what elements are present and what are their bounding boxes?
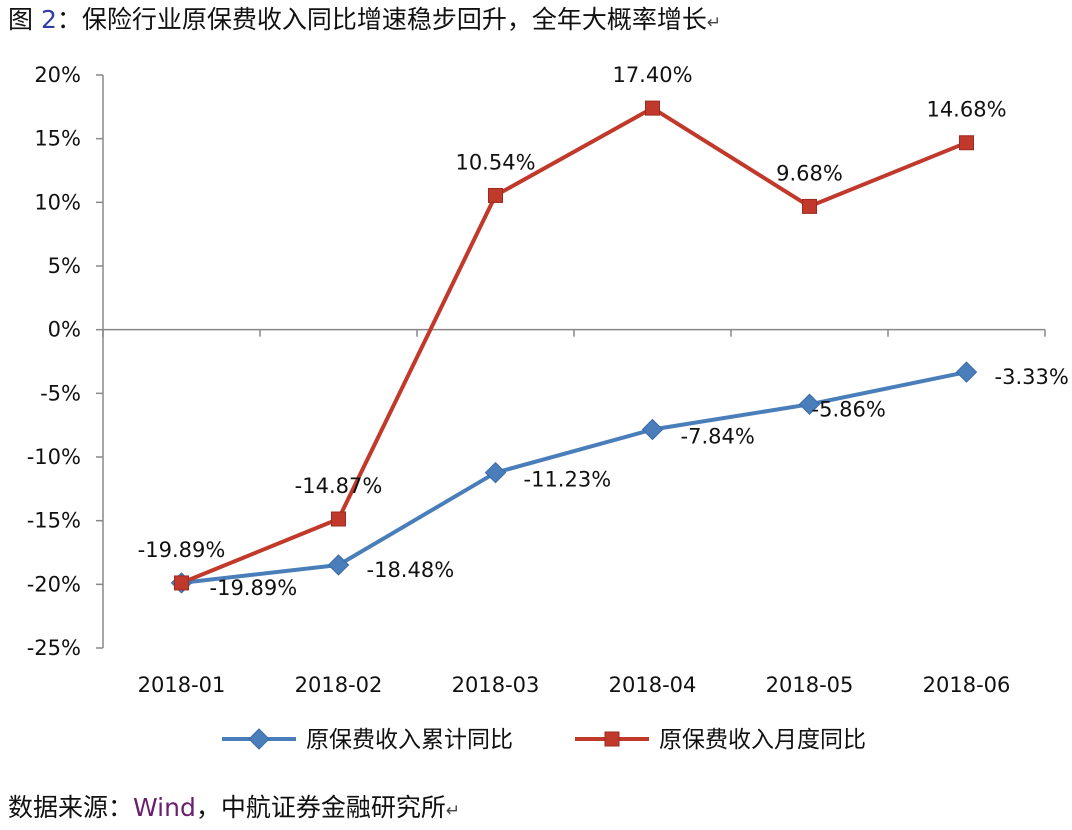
legend-label-cumulative: 原保费收入累计同比	[306, 727, 513, 753]
caption-prefix: 图	[8, 5, 34, 34]
data-label-monthly: -14.87%	[295, 474, 383, 498]
y-tick-label: 0%	[48, 318, 81, 342]
chart-caption: 图 2：保险行业原保费收入同比增速稳步回升，全年大概率增长↵	[8, 2, 721, 41]
line-chart: -25% -20% -15% -10% -5% 0% 5% 10% 15% 20% 2018-01 2…	[27, 63, 1069, 753]
x-tick-label: 2018-02	[295, 673, 383, 697]
legend-label-monthly: 原保费收入月度同比	[659, 727, 866, 753]
data-point-monthly	[645, 100, 660, 116]
y-tick-label: -25%	[27, 636, 81, 660]
caption-number: 2	[40, 5, 57, 34]
caption-text: ：保险行业原保费收入同比增速稳步回升，全年大概率增长	[56, 5, 707, 34]
data-label-cumulative: -18.48%	[367, 558, 455, 582]
return-mark-icon: ↵	[445, 801, 461, 821]
data-point-monthly	[488, 187, 503, 203]
y-tick-label: 15%	[34, 127, 81, 151]
y-tick-label: -20%	[27, 572, 81, 596]
data-label-cumulative: -5.86%	[812, 397, 886, 421]
data-point-cumulative	[641, 418, 664, 441]
source-prefix: 数据来源：	[8, 793, 134, 822]
source-wind: Wind	[133, 793, 196, 822]
data-label-cumulative: -7.84%	[681, 424, 755, 448]
y-tick-label: 20%	[34, 63, 81, 87]
y-tick-label: -10%	[27, 445, 81, 469]
source-rest: ，中航证券金融研究所	[195, 793, 446, 822]
x-tick-label: 2018-06	[923, 673, 1011, 697]
data-label-cumulative: -3.33%	[995, 365, 1069, 389]
x-tick-label: 2018-01	[138, 673, 226, 697]
data-label-cumulative: -11.23%	[524, 468, 612, 492]
data-label-cumulative: -19.89%	[210, 576, 298, 600]
x-tick-label: 2018-03	[452, 673, 540, 697]
data-point-monthly	[959, 135, 974, 151]
return-mark-icon: ↵	[706, 13, 722, 33]
data-point-monthly	[331, 511, 346, 527]
legend-marker-monthly	[604, 731, 620, 747]
data-point-monthly	[802, 198, 817, 214]
data-label-monthly: 14.68%	[926, 98, 1006, 122]
data-label-monthly: 17.40%	[612, 63, 692, 87]
data-source: 数据来源：Wind，中航证券金融研究所↵	[8, 790, 460, 829]
data-point-cumulative	[798, 393, 821, 415]
series-line-1	[181, 370, 967, 585]
data-label-monthly: 10.54%	[455, 150, 535, 174]
data-point-cumulative	[955, 361, 978, 383]
series-line-2	[180, 106, 968, 585]
x-tick-label: 2018-04	[609, 673, 697, 697]
y-tick-label: -15%	[27, 509, 81, 533]
data-point-cumulative	[327, 554, 350, 576]
data-label-monthly: -19.89%	[138, 538, 226, 562]
y-tick-label: 10%	[34, 190, 81, 214]
data-point-monthly	[174, 575, 189, 591]
x-tick-label: 2018-05	[766, 673, 854, 697]
data-label-monthly: 9.68%	[776, 161, 843, 185]
y-tick-label: 5%	[48, 254, 81, 278]
y-tick-label: -5%	[40, 381, 81, 405]
legend-marker-cumulative	[248, 728, 270, 750]
data-point-cumulative	[484, 461, 507, 484]
